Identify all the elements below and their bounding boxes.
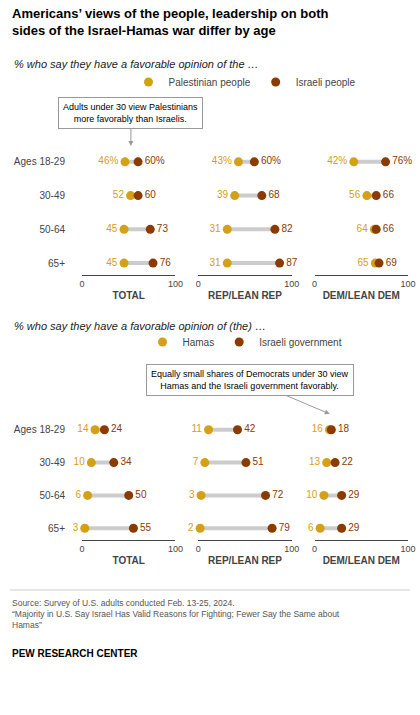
svg-text:REP/LEAN REP: REP/LEAN REP bbox=[208, 290, 282, 301]
svg-text:10: 10 bbox=[306, 489, 318, 500]
svg-text:42%: 42% bbox=[327, 155, 347, 166]
svg-text:Equally small shares of Democr: Equally small shares of Democrats under … bbox=[151, 369, 349, 391]
svg-text:60: 60 bbox=[145, 189, 157, 200]
svg-text:TOTAL: TOTAL bbox=[113, 555, 145, 566]
svg-text:73: 73 bbox=[157, 223, 169, 234]
svg-text:45: 45 bbox=[106, 257, 118, 268]
svg-text:69: 69 bbox=[386, 257, 398, 268]
svg-text:Ages 18-29: Ages 18-29 bbox=[14, 424, 66, 435]
svg-text:76%: 76% bbox=[392, 155, 412, 166]
svg-text:31: 31 bbox=[209, 223, 221, 234]
svg-text:100: 100 bbox=[400, 544, 415, 554]
svg-text:65+: 65+ bbox=[48, 523, 65, 534]
svg-text:0: 0 bbox=[79, 544, 84, 554]
svg-text:11: 11 bbox=[192, 423, 203, 434]
svg-text:79: 79 bbox=[279, 522, 291, 533]
svg-text:3: 3 bbox=[189, 489, 195, 500]
svg-text:51: 51 bbox=[253, 456, 265, 467]
svg-text:45: 45 bbox=[106, 223, 118, 234]
svg-text:29: 29 bbox=[348, 489, 360, 500]
svg-text:100: 100 bbox=[168, 544, 183, 554]
svg-text:30-49: 30-49 bbox=[39, 457, 65, 468]
svg-text:16: 16 bbox=[312, 423, 324, 434]
svg-text:60%: 60% bbox=[261, 155, 281, 166]
svg-text:6: 6 bbox=[308, 522, 314, 533]
svg-text:42: 42 bbox=[244, 423, 256, 434]
svg-text:TOTAL: TOTAL bbox=[113, 290, 145, 301]
svg-text:39: 39 bbox=[217, 189, 229, 200]
svg-text:Ages 18-29: Ages 18-29 bbox=[14, 156, 66, 167]
svg-text:34: 34 bbox=[120, 456, 132, 467]
svg-text:31: 31 bbox=[209, 257, 221, 268]
svg-text:18: 18 bbox=[338, 423, 350, 434]
svg-text:Source: Survey of U.S. adults: Source: Survey of U.S. adults conducted … bbox=[12, 598, 340, 630]
svg-text:29: 29 bbox=[348, 522, 360, 533]
svg-text:50: 50 bbox=[135, 489, 147, 500]
svg-text:Americans’ views of the people: Americans’ views of the people, leadersh… bbox=[12, 6, 328, 38]
svg-text:Adults under 30 view Palestini: Adults under 30 view Palestiniansmore fa… bbox=[63, 102, 198, 124]
svg-text:100: 100 bbox=[400, 279, 415, 289]
svg-text:65: 65 bbox=[358, 257, 370, 268]
svg-text:68: 68 bbox=[268, 189, 280, 200]
svg-text:13: 13 bbox=[309, 456, 321, 467]
svg-text:Israeli government: Israeli government bbox=[259, 337, 341, 348]
svg-text:64: 64 bbox=[357, 223, 369, 234]
svg-text:DEM/LEAN DEM: DEM/LEAN DEM bbox=[323, 555, 400, 566]
svg-text:55: 55 bbox=[140, 522, 152, 533]
svg-text:30-49: 30-49 bbox=[39, 190, 65, 201]
svg-text:Hamas: Hamas bbox=[183, 337, 215, 348]
svg-text:52: 52 bbox=[113, 189, 125, 200]
svg-text:87: 87 bbox=[286, 257, 298, 268]
svg-text:PEW RESEARCH CENTER: PEW RESEARCH CENTER bbox=[12, 648, 138, 659]
svg-text:0: 0 bbox=[196, 279, 201, 289]
svg-text:50-64: 50-64 bbox=[39, 490, 65, 501]
svg-text:66: 66 bbox=[383, 223, 395, 234]
svg-text:22: 22 bbox=[342, 456, 354, 467]
svg-text:Palestinian people: Palestinian people bbox=[169, 77, 251, 88]
svg-text:6: 6 bbox=[75, 489, 81, 500]
svg-text:% who say they have a favorabl: % who say they have a favorable opinion … bbox=[14, 320, 266, 332]
svg-text:46%: 46% bbox=[98, 155, 118, 166]
svg-text:60%: 60% bbox=[145, 155, 165, 166]
svg-text:56: 56 bbox=[349, 189, 361, 200]
svg-text:50-64: 50-64 bbox=[39, 224, 65, 235]
svg-text:100: 100 bbox=[284, 544, 299, 554]
svg-text:24: 24 bbox=[111, 423, 123, 434]
svg-text:43%: 43% bbox=[212, 155, 232, 166]
svg-text:DEM/LEAN DEM: DEM/LEAN DEM bbox=[323, 290, 400, 301]
svg-text:66: 66 bbox=[383, 189, 395, 200]
svg-text:Israeli people: Israeli people bbox=[296, 77, 356, 88]
svg-text:14: 14 bbox=[77, 423, 89, 434]
svg-text:100: 100 bbox=[168, 279, 183, 289]
svg-text:82: 82 bbox=[282, 223, 294, 234]
svg-text:0: 0 bbox=[312, 544, 317, 554]
svg-text:3: 3 bbox=[73, 522, 79, 533]
svg-text:% who say they have a favorabl: % who say they have a favorable opinion … bbox=[14, 58, 259, 70]
svg-text:65+: 65+ bbox=[48, 258, 65, 269]
svg-text:10: 10 bbox=[74, 456, 86, 467]
svg-text:100: 100 bbox=[284, 279, 299, 289]
svg-text:76: 76 bbox=[160, 257, 172, 268]
svg-text:0: 0 bbox=[312, 279, 317, 289]
svg-text:2: 2 bbox=[188, 522, 194, 533]
svg-text:REP/LEAN REP: REP/LEAN REP bbox=[208, 555, 282, 566]
svg-text:7: 7 bbox=[193, 456, 199, 467]
svg-text:72: 72 bbox=[272, 489, 284, 500]
svg-text:0: 0 bbox=[79, 279, 84, 289]
svg-text:0: 0 bbox=[196, 544, 201, 554]
